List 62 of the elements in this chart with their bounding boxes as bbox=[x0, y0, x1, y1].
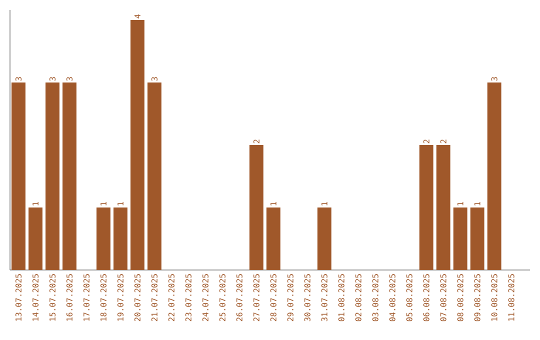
x-tick-label: 24.07.2025 bbox=[202, 274, 208, 322]
x-tick-label: 15.07.2025 bbox=[49, 274, 56, 321]
x-tick-label: 19.07.2025 bbox=[117, 274, 124, 321]
bar bbox=[470, 208, 484, 270]
x-tick-label: 30.07.2025 bbox=[304, 274, 310, 322]
x-tick-label: 23.07.2025 bbox=[185, 274, 192, 322]
x-tick-label: 13.07.2025 bbox=[15, 274, 22, 321]
x-tick-label: 02.08.2025 bbox=[355, 274, 362, 322]
bar bbox=[147, 82, 162, 270]
x-tick-label: 27.07.2025 bbox=[253, 274, 260, 322]
data-label: 1 bbox=[474, 202, 480, 206]
x-tick-label: 01.08.2025 bbox=[338, 274, 344, 322]
x-tick-label: 10.08.2025 bbox=[491, 274, 498, 321]
x-tick-label: 31.07.2025 bbox=[321, 274, 328, 322]
bar bbox=[113, 208, 128, 270]
bar bbox=[266, 208, 280, 270]
x-tick-label: 09.08.2025 bbox=[474, 274, 480, 322]
bar bbox=[12, 82, 26, 270]
data-label: 1 bbox=[118, 202, 124, 206]
bar bbox=[249, 145, 264, 270]
data-label: 1 bbox=[32, 202, 38, 206]
x-tick-label: 26.07.2025 bbox=[236, 274, 242, 322]
x-tick-label: 08.08.2025 bbox=[457, 274, 464, 322]
x-tick-label: 29.07.2025 bbox=[287, 274, 294, 322]
x-tick-label: 20.07.2025 bbox=[134, 274, 140, 322]
bar bbox=[419, 145, 434, 270]
bar bbox=[317, 208, 332, 270]
bar bbox=[453, 208, 468, 270]
data-label: 3 bbox=[491, 77, 498, 81]
x-tick-label: 03.08.2025 bbox=[372, 274, 378, 322]
x-tick-label: 17.07.2025 bbox=[83, 274, 90, 321]
x-tick-label: 05.08.2025 bbox=[406, 274, 412, 322]
bar bbox=[46, 82, 60, 270]
x-tick-label: 28.07.2025 bbox=[270, 274, 276, 322]
data-label: 3 bbox=[15, 77, 22, 81]
x-tick-label: 07.08.2025 bbox=[440, 274, 446, 322]
data-label: 2 bbox=[440, 140, 446, 144]
x-tick-label: 16.07.2025 bbox=[66, 274, 72, 321]
x-tick-label: 22.07.2025 bbox=[168, 274, 174, 322]
data-label: 3 bbox=[151, 77, 158, 81]
bar bbox=[28, 208, 42, 270]
bar bbox=[62, 82, 76, 270]
data-label: 1 bbox=[457, 202, 464, 206]
x-tick-label: 18.07.2025 bbox=[100, 274, 106, 321]
data-label: 3 bbox=[66, 77, 72, 81]
data-label: 3 bbox=[49, 77, 56, 81]
data-label: 4 bbox=[134, 14, 140, 18]
data-label: 1 bbox=[321, 202, 328, 206]
x-tick-label: 21.07.2025 bbox=[151, 274, 158, 322]
data-label: 2 bbox=[423, 140, 430, 144]
x-tick-label: 14.07.2025 bbox=[32, 274, 39, 321]
x-tick-label: 06.08.2025 bbox=[423, 274, 430, 322]
bar bbox=[487, 82, 502, 270]
data-label: 1 bbox=[100, 202, 106, 206]
x-tick-label: 25.07.2025 bbox=[219, 274, 226, 322]
data-label: 2 bbox=[253, 140, 260, 144]
bar bbox=[96, 208, 110, 270]
bar bbox=[130, 20, 144, 270]
x-tick-label: 11.08.2025 bbox=[508, 274, 514, 321]
x-tick-label: 04.08.2025 bbox=[389, 274, 396, 322]
bar bbox=[436, 145, 450, 270]
data-label: 1 bbox=[270, 202, 276, 206]
